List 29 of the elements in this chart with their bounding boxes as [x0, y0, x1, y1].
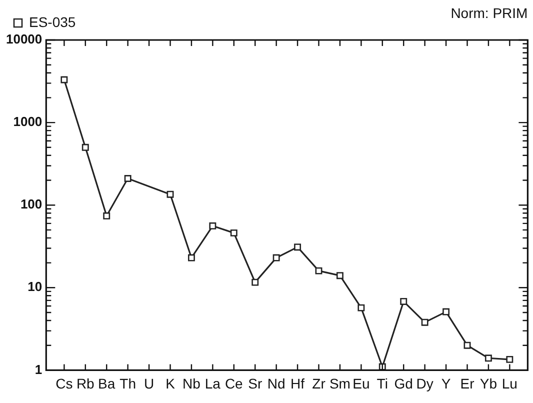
y-tick-label: 10 — [28, 279, 42, 294]
x-tick-label: Ce — [224, 375, 244, 392]
x-tick-label: La — [204, 375, 221, 392]
x-tick-label: Nb — [182, 375, 201, 392]
x-tick-label: K — [166, 375, 176, 392]
x-tick-label: Sm — [329, 375, 350, 392]
x-tick-label: Sr — [248, 375, 262, 392]
x-tick-label: Th — [120, 375, 136, 392]
x-tick-label: U — [144, 375, 154, 392]
x-tick-label: Hf — [290, 375, 305, 392]
x-tick-label: Er — [460, 375, 475, 392]
x-tick-label: Y — [441, 375, 452, 392]
y-tick-label: 100 — [20, 196, 42, 212]
y-tick-label: 1000 — [13, 114, 42, 130]
x-tick-label: Dy — [416, 375, 434, 392]
x-tick-label: Zr — [312, 375, 326, 392]
legend-label: ES-035 — [29, 14, 76, 30]
x-tick-label: Ba — [98, 375, 116, 392]
x-tick-label: Cs — [56, 375, 73, 392]
x-tick-label: Yb — [480, 375, 498, 392]
y-tick-label: 10000 — [6, 32, 42, 47]
y-tick-label: 1 — [34, 362, 42, 377]
x-tick-label: Gd — [394, 375, 413, 392]
x-tick-label: Nd — [267, 375, 286, 392]
x-tick-label: Ti — [376, 375, 388, 392]
x-tick-label: Rb — [76, 375, 95, 392]
text: Norm: PRIM — [450, 4, 528, 21]
x-tick-label: Eu — [352, 375, 370, 392]
x-tick-label: Lu — [502, 375, 518, 392]
